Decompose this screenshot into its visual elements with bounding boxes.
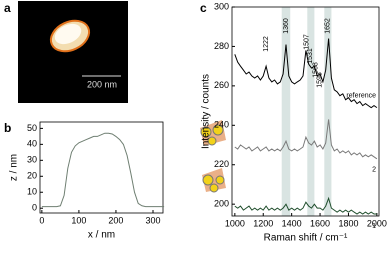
band (281, 7, 291, 216)
peak-label: 1507 (304, 34, 311, 50)
y-tick-label: 40 (27, 139, 37, 149)
series-label: 2 (372, 167, 376, 174)
y-tick-label: 280 (214, 41, 229, 51)
y-axis-label: Intensity / counts (201, 74, 212, 149)
y-axis-label: z / nm (9, 154, 20, 181)
line-series (41, 132, 165, 208)
peak-label: 1360 (283, 18, 290, 34)
peak-label: 1222 (263, 36, 270, 52)
y-tick-label: 220 (214, 159, 229, 169)
series-label: 1 (372, 223, 376, 230)
line-series (234, 196, 377, 215)
molecule-icon (202, 168, 226, 193)
x-tick-label: 300 (145, 215, 160, 225)
peak-label: 1568 (312, 62, 319, 78)
scale-bar-label: 200 nm (87, 79, 117, 89)
x-tick-label: 100 (71, 215, 86, 225)
panel-label: b (4, 121, 11, 135)
y-tick-label: 30 (27, 155, 37, 165)
y-tick-label: 260 (214, 80, 229, 90)
x-tick-label: 1400 (282, 218, 302, 228)
line-series (234, 119, 378, 160)
y-tick-label: 20 (27, 171, 37, 181)
particle-core (54, 23, 82, 45)
y-tick-label: 10 (27, 187, 37, 197)
molecule-icon (200, 120, 226, 146)
x-axis-label: x / nm (88, 230, 115, 241)
panel-label: c (200, 1, 207, 15)
afm-image (18, 1, 128, 103)
x-tick-label: 0 (39, 215, 44, 225)
peak-label: 1531 (307, 48, 314, 64)
x-tick-label: 200 (108, 215, 123, 225)
y-tick-label: 200 (214, 199, 229, 209)
band (307, 7, 315, 216)
band (324, 7, 332, 216)
x-tick-label: 2000 (367, 218, 387, 228)
peak-label: 1598 (317, 72, 324, 88)
y-tick-label: 300 (214, 1, 229, 11)
x-axis-label: Raman shift / cm⁻¹ (264, 233, 348, 244)
y-tick-label: 0 (32, 203, 37, 213)
peak-label: 1652 (324, 18, 331, 34)
y-tick-label: 240 (214, 120, 229, 130)
x-tick-label: 1800 (338, 218, 358, 228)
plot-frame (39, 121, 164, 214)
x-tick-label: 1200 (253, 218, 273, 228)
x-tick-label: 1000 (225, 218, 245, 228)
series-label: reference (346, 92, 376, 99)
y-tick-label: 50 (27, 123, 37, 133)
plot-frame (231, 6, 380, 217)
x-tick-label: 1600 (310, 218, 330, 228)
line-series (234, 38, 378, 109)
panel-label: a (4, 1, 11, 15)
